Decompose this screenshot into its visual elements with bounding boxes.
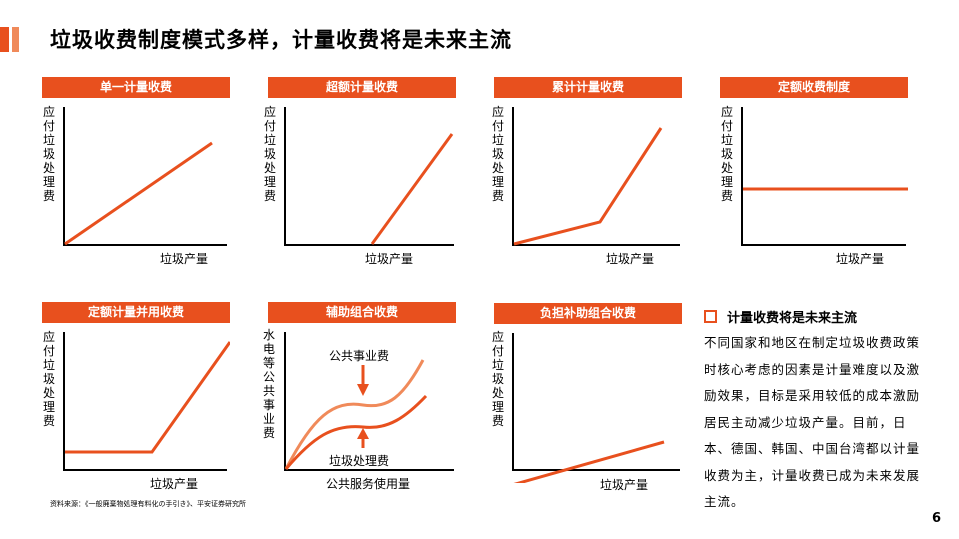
annotation-utility-fee: 公共事业费 [329,349,390,363]
fee-curve [370,133,454,245]
summary-title-text: 计量收费将是未来主流 [727,311,858,326]
y-axis-label: 应付垃圾处理费 [263,105,276,203]
panel-flat-plus-metered: 定额计量并用收费 应付垃圾处理费 垃圾产量 [42,302,230,491]
summary-title: 计量收费将是未来主流 [704,307,857,326]
page-title: 垃圾收费制度模式多样，计量收费将是未来主流 [50,28,512,52]
x-axis-label: 垃圾产量 [600,478,649,492]
panel-graph [741,107,908,246]
panel-graph [63,332,230,471]
source-note: 资料来源：《一般廃棄物処理有料化の手引き》、平安证券研究所 [50,500,246,508]
fee-curve [65,341,230,454]
page-number: 6 [932,511,942,526]
panel-burden-subsidy: 负担补助组合收费 应付垃圾处理费 垃圾产量 [491,303,682,492]
panel-title: 超额计量收费 [268,77,456,98]
summary-text: 不同国家和地区在制定垃圾收费政策时核心考虑的因素是计量难度以及激励效果，目标是采… [704,335,921,509]
x-axis-label: 垃圾产量 [836,252,885,266]
garbage-fee-curve [284,394,428,470]
y-axis-label: 应付垃圾处理费 [491,105,504,203]
fee-curve [64,141,213,246]
x-axis-label: 垃圾产量 [365,252,414,266]
y-axis-label: 应付垃圾处理费 [42,330,55,428]
panel-excess-metered: 超额计量收费 应付垃圾处理费 垃圾产量 [264,77,456,266]
panel-flat-rate: 定额收费制度 应付垃圾处理费 垃圾产量 [720,77,908,266]
panel-single-metered: 单一计量收费 应付垃圾处理费 垃圾产量 [42,77,230,266]
x-axis-label: 公共服务使用量 [326,477,411,491]
y-axis-label: 水电等公共事业费 [262,328,275,440]
y-axis-label: 应付垃圾处理费 [491,330,504,428]
y-axis-label: 应付垃圾处理费 [42,105,55,203]
fee-curve [513,127,663,246]
panel-graph [63,107,227,246]
x-axis-label: 垃圾产量 [160,252,209,266]
panel-title: 定额计量并用收费 [42,302,230,323]
panel-title: 累计计量收费 [494,77,682,98]
utility-fee-curve [284,359,425,470]
panel-title: 负担补助组合收费 [494,303,682,324]
panel-cumulative-metered: 累计计量收费 应付垃圾处理费 垃圾产量 [491,77,682,266]
panel-title: 辅助组合收费 [268,302,456,323]
panel-auxiliary-combined: 辅助组合收费 水电等公共事业费 公共事业费 垃圾处理费 公共服务使用量 [263,302,456,491]
panel-graph [284,107,454,246]
panel-graph [512,107,680,246]
title-accent-bar-light [12,27,19,52]
annotation-garbage-fee: 垃圾处理费 [329,454,390,468]
up-arrow-head [357,428,369,439]
fee-curve [513,440,665,483]
bullet-square-icon [704,310,717,323]
x-axis-label: 垃圾产量 [150,477,199,491]
x-axis-label: 垃圾产量 [606,252,655,266]
y-axis-label: 应付垃圾处理费 [720,105,733,203]
panel-title: 单一计量收费 [42,77,230,98]
panel-graph [512,333,680,483]
panel-graph [284,332,454,471]
title-accent-bar [0,27,9,52]
panel-title: 定额收费制度 [720,77,908,98]
down-arrow-head [357,384,369,396]
